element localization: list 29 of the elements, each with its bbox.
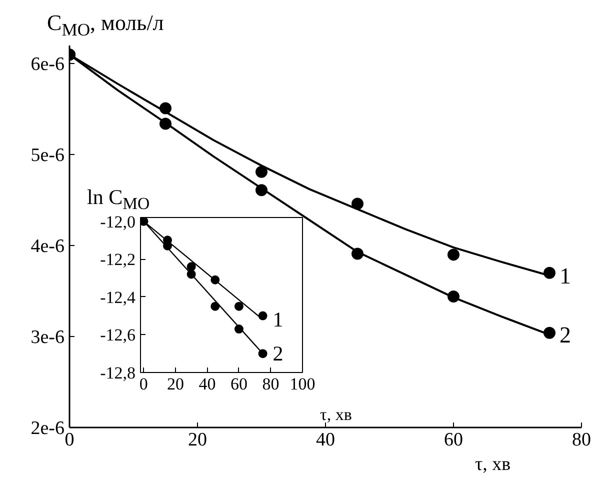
y-axis-title: C$_{MO}$, моль/л (47, 9, 164, 42)
y-tick-label: -12,4 (100, 288, 136, 307)
x-tick-label: 0 (64, 430, 74, 450)
y-tick-label: 4e-6 (30, 236, 65, 258)
x-tick-label: 60 (230, 374, 248, 394)
y-tick-label: -12,8 (100, 364, 136, 382)
x-tick-label: 80 (262, 374, 280, 394)
series-label: 1 (560, 264, 571, 289)
y-tick-label: 3e-6 (30, 327, 65, 348)
x-tick-label: 0 (139, 374, 148, 394)
x-tick-label: 80 (572, 430, 591, 450)
series-label: 1 (272, 308, 284, 332)
x-tick-label: 60 (444, 430, 463, 450)
x-tick-label: 40 (198, 374, 216, 394)
x-tick-label: 40 (316, 430, 335, 450)
x-axis-title: τ, хв (475, 453, 511, 477)
y-tick-label: -12,2 (100, 250, 136, 270)
y-axis-title: ln C$_{MO}$ (87, 185, 150, 214)
y-tick-label: 5e-6 (30, 145, 65, 166)
y-tick-label: 2e-6 (30, 418, 65, 439)
y-tick-label: 6e-6 (30, 54, 65, 76)
series-label: 2 (560, 322, 571, 348)
series-label: 2 (272, 342, 284, 366)
x-tick-label: 100 (290, 374, 316, 394)
x-tick-label: 20 (188, 430, 207, 450)
y-tick-label: -12,6 (100, 326, 136, 345)
x-axis-title: τ, хв (320, 404, 352, 426)
x-tick-label: 20 (166, 374, 184, 394)
y-tick-label: -12,0 (100, 212, 136, 232)
